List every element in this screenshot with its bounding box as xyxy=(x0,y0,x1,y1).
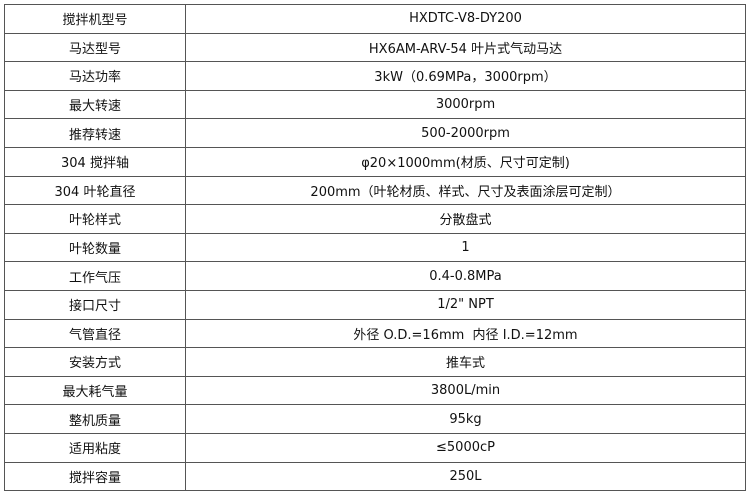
spec-value: 200mm（叶轮材质、样式、尺寸及表面涂层可定制） xyxy=(185,175,746,206)
spec-value: 分散盘式 xyxy=(185,204,746,234)
spec-row: 搅拌机型号 HXDTC-V8-DY200 xyxy=(4,4,746,34)
spec-row: 叶轮样式 分散盘式 xyxy=(4,204,746,234)
spec-row: 搅拌容量 250L xyxy=(4,461,746,492)
spec-label: 推荐转速 xyxy=(4,118,186,148)
spec-value: 1/2" NPT xyxy=(185,289,746,320)
spec-row: 推荐转速 500-2000rpm xyxy=(4,118,746,148)
spec-row: 最大耗气量 3800L/min xyxy=(4,375,746,406)
spec-label: 适用粘度 xyxy=(4,432,186,463)
spec-label: 气管直径 xyxy=(4,318,186,349)
spec-row: 接口尺寸 1/2" NPT xyxy=(4,289,746,320)
spec-row: 叶轮数量 1 xyxy=(4,232,746,263)
spec-row: 304 搅拌轴 φ20×1000mm(材质、尺寸可定制) xyxy=(4,146,746,177)
spec-value: 3kW（0.69MPa，3000rpm） xyxy=(185,61,746,91)
spec-value: 95kg xyxy=(185,404,746,434)
spec-label: 搅拌机型号 xyxy=(4,4,186,34)
spec-value: HX6AM-ARV-54 叶片式气动马达 xyxy=(185,32,746,63)
spec-label: 最大耗气量 xyxy=(4,375,186,406)
spec-label: 304 搅拌轴 xyxy=(4,146,186,177)
spec-table: 搅拌机型号 HXDTC-V8-DY200 马达型号 HX6AM-ARV-54 叶片式气… xyxy=(4,4,746,492)
spec-label: 搅拌容量 xyxy=(4,461,186,492)
spec-label: 叶轮样式 xyxy=(4,204,186,234)
spec-label: 304 叶轮直径 xyxy=(4,175,186,206)
spec-label: 安装方式 xyxy=(4,347,186,377)
spec-row: 马达型号 HX6AM-ARV-54 叶片式气动马达 xyxy=(4,32,746,63)
spec-label: 工作气压 xyxy=(4,261,186,291)
spec-label: 最大转速 xyxy=(4,89,186,120)
spec-label: 整机质量 xyxy=(4,404,186,434)
spec-value: 1 xyxy=(185,232,746,263)
spec-value: 250L xyxy=(185,461,746,492)
spec-row: 整机质量 95kg xyxy=(4,404,746,434)
spec-label: 马达型号 xyxy=(4,32,186,63)
spec-value: 0.4-0.8MPa xyxy=(185,261,746,291)
spec-value: 3800L/min xyxy=(185,375,746,406)
spec-label: 叶轮数量 xyxy=(4,232,186,263)
spec-row: 最大转速 3000rpm xyxy=(4,89,746,120)
spec-value: φ20×1000mm(材质、尺寸可定制) xyxy=(185,146,746,177)
spec-value: 外径 O.D.=16mm 内径 I.D.=12mm xyxy=(185,318,746,349)
spec-row: 工作气压 0.4-0.8MPa xyxy=(4,261,746,291)
spec-row: 适用粘度 ≤5000cP xyxy=(4,432,746,463)
spec-row: 304 叶轮直径 200mm（叶轮材质、样式、尺寸及表面涂层可定制） xyxy=(4,175,746,206)
spec-label: 接口尺寸 xyxy=(4,289,186,320)
spec-value: ≤5000cP xyxy=(185,432,746,463)
spec-value: 500-2000rpm xyxy=(185,118,746,148)
spec-row: 马达功率 3kW（0.69MPa，3000rpm） xyxy=(4,61,746,91)
spec-value: 3000rpm xyxy=(185,89,746,120)
spec-label: 马达功率 xyxy=(4,61,186,91)
spec-value: 推车式 xyxy=(185,347,746,377)
spec-value: HXDTC-V8-DY200 xyxy=(185,4,746,34)
spec-row: 气管直径 外径 O.D.=16mm 内径 I.D.=12mm xyxy=(4,318,746,349)
spec-row: 安装方式 推车式 xyxy=(4,347,746,377)
